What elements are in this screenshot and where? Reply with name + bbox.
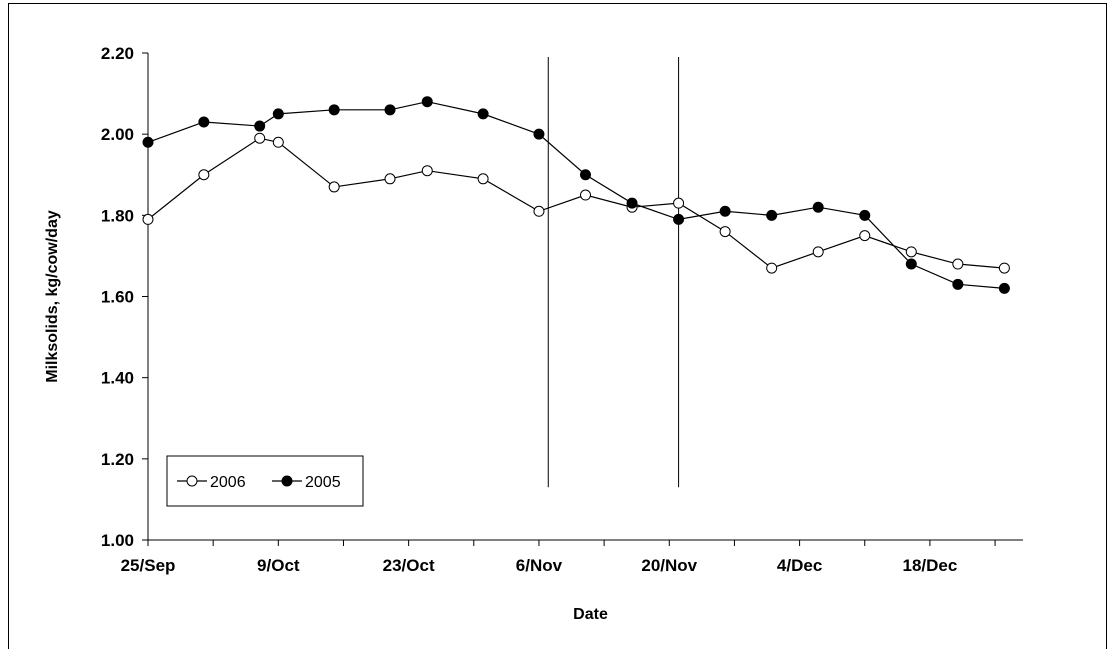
- legend-label: 2006: [210, 474, 246, 491]
- data-point: [952, 258, 964, 270]
- data-point: [421, 96, 433, 108]
- data-point: [719, 205, 731, 217]
- legend-marker: [281, 475, 293, 487]
- x-tick-label: 23/Oct: [383, 556, 435, 575]
- data-point: [198, 169, 210, 181]
- y-tick-label: 1.00: [101, 531, 134, 550]
- data-point: [766, 262, 778, 274]
- data-point: [477, 173, 489, 185]
- data-point: [254, 132, 266, 144]
- y-tick-label: 2.20: [101, 44, 134, 63]
- y-tick-label: 1.60: [101, 288, 134, 307]
- data-point: [812, 201, 824, 213]
- data-point: [766, 209, 778, 221]
- data-point: [998, 282, 1010, 294]
- data-point: [272, 108, 284, 120]
- data-point: [812, 246, 824, 258]
- x-tick-label: 20/Nov: [641, 556, 697, 575]
- data-point: [533, 205, 545, 217]
- data-point: [142, 213, 154, 225]
- data-point: [328, 104, 340, 116]
- vertical-reference-lines: [547, 57, 680, 488]
- data-point: [673, 213, 685, 225]
- x-tick-label: 4/Dec: [777, 556, 822, 575]
- x-tick-label: 9/Oct: [257, 556, 300, 575]
- data-point: [580, 169, 591, 181]
- data-point: [719, 226, 731, 238]
- series-line-2005: [147, 101, 1005, 289]
- legend: 2006 2005: [166, 455, 364, 507]
- legend-label: 2005: [305, 474, 341, 491]
- series-layer: [142, 96, 1010, 294]
- data-point: [859, 209, 871, 221]
- data-point: [384, 104, 396, 116]
- axes: 1.00 1.20 1.40 1.60 1.80 2.00 2.20 25/Sep 9/Oct 2…: [101, 44, 1023, 575]
- data-point: [580, 189, 591, 201]
- data-point: [142, 136, 154, 148]
- y-tick-label: 1.20: [101, 450, 134, 469]
- data-point: [384, 173, 396, 185]
- data-point: [626, 197, 638, 209]
- data-point: [533, 128, 545, 140]
- y-tick-label: 2.00: [101, 125, 134, 144]
- x-tick-label: 18/Dec: [903, 556, 958, 575]
- x-tick-label: 25/Sep: [121, 556, 176, 575]
- series-line-2006: [147, 137, 1005, 269]
- data-point: [952, 278, 964, 290]
- data-point: [905, 258, 917, 270]
- y-tick-label: 1.80: [101, 206, 134, 225]
- data-point: [905, 246, 917, 258]
- data-point: [998, 262, 1010, 274]
- series-2005: [142, 96, 1010, 294]
- series-2006: [142, 132, 1010, 274]
- data-point: [272, 136, 284, 148]
- data-point: [328, 181, 340, 193]
- x-tick-label: 6/Nov: [516, 556, 563, 575]
- x-axis-title: Date: [573, 606, 608, 623]
- y-tick-label: 1.40: [101, 369, 134, 388]
- data-point: [673, 197, 685, 209]
- data-point: [421, 165, 433, 177]
- data-point: [859, 230, 871, 242]
- data-point: [477, 108, 489, 120]
- data-point: [198, 116, 210, 128]
- data-point: [254, 120, 266, 132]
- chart-frame: [8, 3, 1107, 649]
- legend-marker: [186, 475, 198, 487]
- y-axis-title: Milksolids, kg/cow/day: [44, 210, 61, 383]
